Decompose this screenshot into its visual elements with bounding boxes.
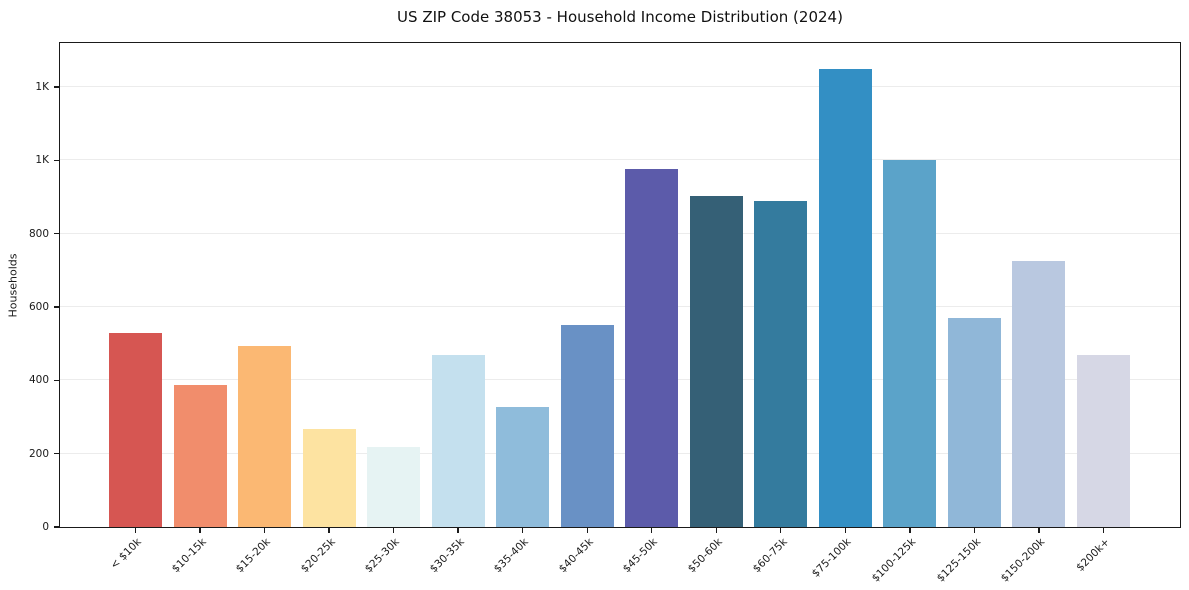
y-tick-label-0: 0	[42, 521, 49, 533]
x-tick-mark-$125-150k	[973, 528, 976, 533]
x-tick-mark-$30-35k	[457, 528, 459, 533]
gridline-800	[60, 232, 1180, 234]
x-tick-mark-$75-100k	[844, 528, 847, 533]
bar-$40-45k	[560, 325, 614, 527]
bar-$60-75k	[754, 201, 808, 527]
x-tick-label-text: $15-20k	[233, 536, 274, 576]
bar-$50-60k	[689, 195, 743, 527]
bar-$15-20k	[238, 345, 292, 527]
y-tick-mark-400	[53, 379, 59, 382]
x-tick-mark-$20-25k	[328, 528, 330, 533]
x-tick-mark-$100-125k	[909, 528, 911, 533]
bar-$30-35k	[431, 355, 485, 527]
gridline-1200	[60, 86, 1180, 87]
bar-$150-200k	[1012, 261, 1066, 527]
y-tick-mark-600	[53, 306, 59, 308]
bar-$35-40k	[496, 406, 550, 527]
gridline-600	[60, 306, 1180, 307]
x-tick-label-text: < $10k	[108, 536, 144, 572]
x-tick-label-text: $200k+	[1074, 536, 1112, 574]
x-tick-label-text: $30-35k	[427, 536, 467, 576]
y-tick-mark-200	[53, 452, 59, 455]
y-tick-label-400: 400	[28, 374, 49, 387]
x-tick-label-text: $50-60k	[685, 536, 725, 576]
y-tick-mark-800	[53, 232, 59, 235]
x-tick-mark-$15-20k	[263, 528, 266, 533]
bar-$125-150k	[947, 318, 1001, 527]
gridline-400	[60, 379, 1180, 381]
x-tick-label-text: $100-125k	[869, 536, 919, 585]
x-tick-label-text: $125-150k	[934, 536, 983, 585]
x-tick-label-text: $150-200k	[998, 536, 1048, 585]
plot-area	[59, 42, 1181, 528]
gridline-200	[60, 452, 1180, 454]
y-tick-label-1200: 1K	[35, 81, 49, 93]
bar-$100-125k	[883, 160, 937, 527]
x-tick-label-text: $60-75k	[750, 536, 790, 576]
x-tick-label-text: $45-50k	[621, 536, 661, 576]
y-tick-label-600: 600	[28, 301, 49, 313]
x-tick-mark-< $10k	[134, 528, 137, 533]
bar-$10-15k	[173, 385, 227, 527]
x-tick-mark-$50-60k	[715, 528, 717, 533]
y-tick-label-200: 200	[28, 447, 49, 460]
bar-$20-25k	[302, 429, 356, 527]
bar-$75-100k	[818, 68, 872, 527]
x-tick-label-text: $10-15k	[169, 536, 209, 576]
gridline-1000	[60, 159, 1180, 161]
x-tick-mark-$10-15k	[199, 528, 201, 533]
y-tick-mark-1200	[53, 86, 59, 88]
x-tick-mark-$200k+	[1102, 528, 1105, 533]
y-tick-label-800: 800	[28, 227, 49, 240]
x-tick-mark-$40-45k	[586, 528, 588, 533]
x-tick-label-text: $35-40k	[492, 536, 532, 576]
x-tick-mark-$25-30k	[392, 528, 395, 533]
y-tick-label-1000: 1K	[35, 154, 49, 167]
x-tick-mark-$150-200k	[1038, 528, 1040, 533]
x-tick-label-text: $40-45k	[556, 536, 596, 576]
y-tick-mark-1000	[53, 159, 59, 162]
y-tick-mark-0	[53, 526, 59, 528]
bar-< $10k	[109, 333, 162, 527]
x-tick-mark-$35-40k	[521, 528, 524, 533]
x-tick-label-text: $20-25k	[298, 536, 338, 576]
bar-$200k+	[1076, 355, 1130, 527]
chart-title: US ZIP Code 38053 - Household Income Dis…	[397, 8, 843, 26]
bar-$45-50k	[625, 169, 679, 527]
bar-$25-30k	[367, 447, 421, 527]
x-tick-label-text: $75-100k	[810, 536, 854, 580]
x-tick-mark-$45-50k	[651, 528, 653, 533]
x-tick-label-text: $25-30k	[363, 536, 403, 576]
x-tick-mark-$60-75k	[780, 528, 782, 533]
